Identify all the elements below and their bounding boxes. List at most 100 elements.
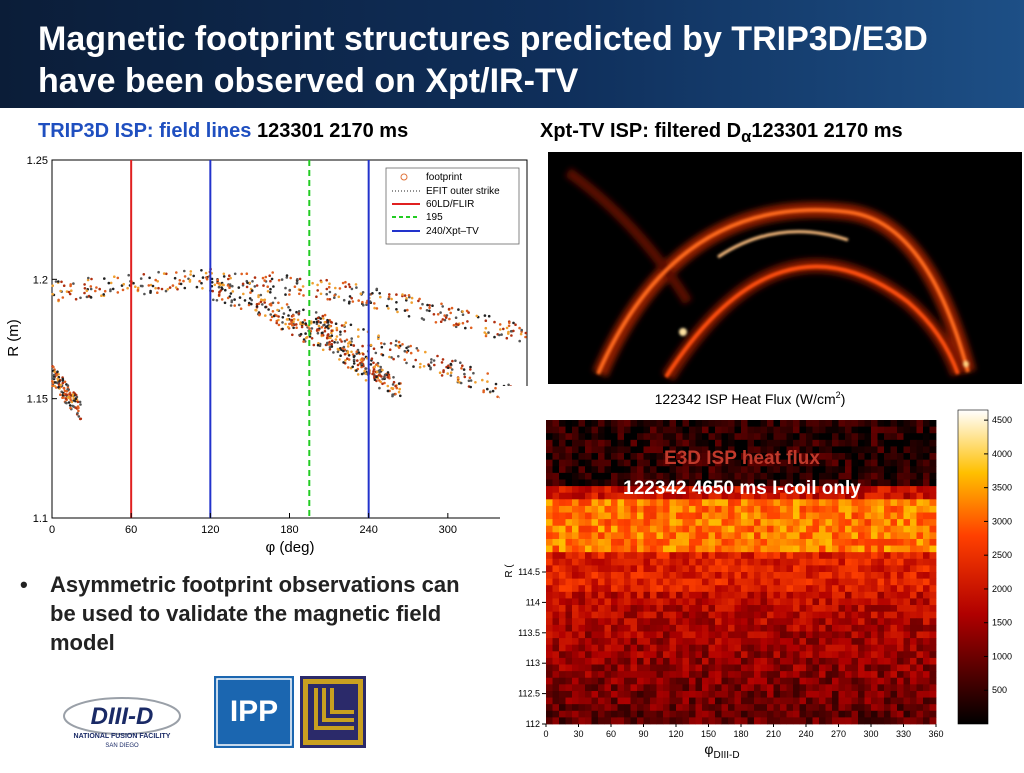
heatmap-cell bbox=[767, 472, 774, 480]
heatmap-cell bbox=[546, 433, 553, 441]
heatmap-cell bbox=[747, 671, 755, 679]
heatmap-cell bbox=[890, 677, 898, 685]
heatmap-cell bbox=[767, 519, 774, 527]
heatmap-cell bbox=[903, 657, 911, 665]
heatmap-cell bbox=[884, 479, 891, 487]
heatmap-cell bbox=[624, 446, 631, 454]
heatmap-cell bbox=[877, 439, 885, 447]
heatmap-cell bbox=[832, 710, 839, 718]
heatmap-cell bbox=[715, 525, 722, 533]
heatmap-cell bbox=[604, 565, 612, 573]
heatmap-cell bbox=[663, 611, 670, 619]
heatmap-cell bbox=[669, 618, 677, 626]
heatmap-cell bbox=[546, 420, 553, 428]
heatmap-cell bbox=[858, 598, 865, 606]
heatmap-cell bbox=[890, 538, 898, 546]
heatmap-cell bbox=[806, 538, 813, 546]
footprint-point bbox=[69, 283, 72, 286]
heatmap-cell bbox=[760, 439, 768, 447]
heatmap-cell bbox=[637, 538, 644, 546]
heatmap-cell bbox=[806, 552, 813, 560]
heatmap-cell bbox=[806, 565, 813, 573]
heatmap-cell bbox=[923, 420, 930, 428]
heatmap-cell bbox=[702, 472, 709, 480]
heatmap-cell bbox=[591, 420, 599, 428]
heatmap-cell bbox=[715, 492, 722, 500]
heatmap-cell bbox=[630, 525, 638, 533]
heatmap-cell bbox=[741, 499, 748, 507]
heatmap-cell bbox=[780, 459, 787, 467]
heatmap-cell bbox=[754, 492, 761, 500]
heatmap-cell bbox=[656, 466, 664, 474]
footprint-point bbox=[189, 270, 193, 273]
heatmap-cell bbox=[819, 486, 826, 494]
y-ticks: 1.11.151.21.25 bbox=[27, 155, 57, 525]
footprint-point bbox=[449, 374, 453, 377]
heatmap-cell bbox=[747, 657, 755, 665]
heatmap-cell bbox=[864, 499, 872, 507]
legend-item-195: 195 bbox=[426, 212, 443, 223]
footprint-point bbox=[69, 406, 72, 410]
footprint-point bbox=[262, 284, 265, 287]
heatmap-cell bbox=[611, 611, 618, 619]
heatmap-cell bbox=[825, 598, 833, 606]
heatmap-cell bbox=[806, 585, 813, 593]
heatmap-cell bbox=[572, 631, 579, 639]
heatmap-cell bbox=[851, 611, 859, 619]
heatmap-cell bbox=[630, 697, 638, 705]
heatmap-cell bbox=[656, 433, 664, 441]
heatmap-cell bbox=[773, 598, 781, 606]
heatmap-cell bbox=[767, 605, 774, 613]
heatmap-cell bbox=[929, 446, 937, 454]
heatmap-cell bbox=[637, 545, 644, 553]
heatmap-cell bbox=[864, 664, 872, 672]
heatmap-cell bbox=[728, 420, 735, 428]
heatmap-cell bbox=[832, 690, 839, 698]
heatmap-cell bbox=[676, 677, 683, 685]
heatmap-cell bbox=[754, 644, 761, 652]
heatmap-cell bbox=[929, 578, 937, 586]
heatmap-cell bbox=[851, 585, 859, 593]
heatmap-cell bbox=[864, 585, 872, 593]
heatmap-cell bbox=[819, 525, 826, 533]
heatmap-cell bbox=[598, 710, 605, 718]
footprint-point bbox=[267, 308, 270, 311]
heatmap-cell bbox=[702, 558, 709, 566]
heatmap-cell bbox=[864, 479, 872, 487]
heatmap-cell bbox=[695, 499, 703, 507]
heatmap-cell bbox=[786, 552, 794, 560]
heatmap-cell bbox=[767, 453, 774, 461]
heatmap-cell bbox=[884, 472, 891, 480]
heatmap-cell bbox=[754, 519, 761, 527]
heatmap-cell bbox=[773, 618, 781, 626]
heatmap-cell bbox=[611, 572, 618, 580]
heatmap-cell bbox=[864, 697, 872, 705]
heatmap-cell bbox=[793, 486, 800, 494]
heatmap-cell bbox=[929, 420, 937, 428]
heatmap-cell bbox=[851, 499, 859, 507]
heatmap-cell bbox=[552, 671, 560, 679]
heatmap-cell bbox=[702, 578, 709, 586]
heatmap-cell bbox=[546, 657, 553, 665]
heatmap-cell bbox=[552, 651, 560, 659]
heatmap-cell bbox=[728, 704, 735, 712]
heatmap-cell bbox=[637, 426, 644, 434]
heatmap-cell bbox=[708, 525, 716, 533]
heatmap-cell bbox=[721, 677, 729, 685]
heatmap-cell bbox=[559, 677, 566, 685]
footprint-point bbox=[54, 280, 58, 283]
heatmap-cell bbox=[845, 505, 852, 513]
heatmap-cell bbox=[728, 472, 735, 480]
heatmap-cell bbox=[598, 651, 605, 659]
heatmap-cell bbox=[624, 631, 631, 639]
heatmap-cell bbox=[559, 538, 566, 546]
footprint-point bbox=[378, 292, 382, 295]
heatmap-cell bbox=[910, 499, 917, 507]
footprint-point bbox=[60, 280, 63, 284]
heatmap-cell bbox=[754, 677, 761, 685]
heatmap-cell bbox=[773, 545, 781, 553]
footprint-point bbox=[441, 358, 445, 361]
footprint-point bbox=[381, 368, 384, 372]
heatmap-cell bbox=[734, 558, 742, 566]
heatmap-cell bbox=[669, 453, 677, 461]
